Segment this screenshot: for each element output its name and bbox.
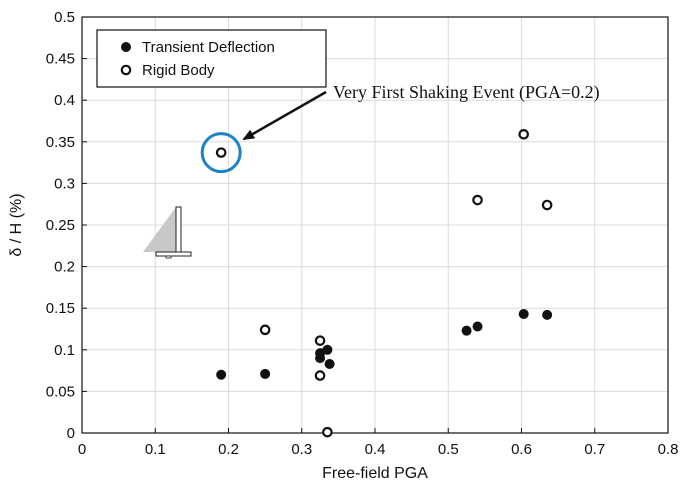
y-tick-label: 0.5 <box>54 9 75 26</box>
point-transient-deflection <box>324 358 335 369</box>
point-rigid-body <box>472 194 483 206</box>
x-tick-label: 0.7 <box>584 441 605 458</box>
y-tick-label: 0.2 <box>54 259 75 276</box>
point-transient-deflection <box>260 368 271 379</box>
point-transient-deflection <box>542 309 553 320</box>
legend-label-rigid: Rigid Body <box>142 62 215 79</box>
point-rigid-body <box>259 324 271 336</box>
y-tick-label: 0.3 <box>54 175 75 192</box>
point-rigid-body <box>541 199 553 211</box>
x-tick-label: 0.3 <box>291 441 312 458</box>
point-transient-deflection <box>315 353 326 364</box>
legend: Transient Deflection Rigid Body <box>96 29 327 88</box>
x-axis-label: Free-field PGA <box>322 465 428 482</box>
legend-label-transient: Transient Deflection <box>142 39 275 56</box>
point-transient-deflection <box>518 309 529 320</box>
highlight-circle <box>200 132 242 174</box>
x-tick-label: 0.1 <box>145 441 166 458</box>
point-rigid-body <box>314 370 326 381</box>
y-tick-label: 0.05 <box>46 383 75 400</box>
point-transient-deflection <box>472 321 483 332</box>
data-points <box>215 129 553 438</box>
point-rigid-body <box>314 335 326 346</box>
y-tick-label: 0.1 <box>54 342 75 359</box>
annotation: Very First Shaking Event (PGA=0.2) <box>200 82 600 174</box>
legend-marker-transient <box>121 42 131 52</box>
y-tick-labels: 0 0.05 0.1 0.15 0.2 0.25 0.3 0.35 0.4 0.45 0.5 <box>46 9 75 442</box>
point-transient-deflection <box>216 369 227 380</box>
x-tick-label: 0 <box>78 441 86 458</box>
y-tick-label: 0.25 <box>46 217 75 234</box>
x-tick-label: 0.4 <box>365 441 386 458</box>
y-tick-label: 0.45 <box>46 51 75 68</box>
y-tick-label: 0.15 <box>46 300 75 317</box>
legend-box <box>96 29 327 88</box>
y-tick-label: 0.4 <box>54 92 75 109</box>
x-tick-label: 0.6 <box>511 441 532 458</box>
point-rigid-body <box>322 426 333 438</box>
y-tick-label: 0.35 <box>46 134 75 151</box>
x-tick-label: 0.2 <box>218 441 239 458</box>
x-tick-label: 0.8 <box>658 441 679 458</box>
point-transient-deflection <box>461 325 472 336</box>
y-tick-label: 0 <box>67 425 75 442</box>
point-rigid-body <box>215 147 227 158</box>
annotation-text: Very First Shaking Event (PGA=0.2) <box>333 82 600 103</box>
x-tick-labels: 0 0.1 0.2 0.3 0.4 0.5 0.6 0.7 0.8 <box>78 441 679 458</box>
axes <box>81 16 669 434</box>
plot-border <box>81 16 669 434</box>
point-rigid-body <box>518 129 529 140</box>
wall-sketch-icon <box>143 206 192 259</box>
y-axis-label: δ / H (%) <box>8 193 25 256</box>
legend-marker-rigid <box>120 64 132 76</box>
x-tick-label: 0.5 <box>438 441 459 458</box>
point-transient-deflection <box>322 344 333 355</box>
annotation-arrow <box>242 90 327 141</box>
